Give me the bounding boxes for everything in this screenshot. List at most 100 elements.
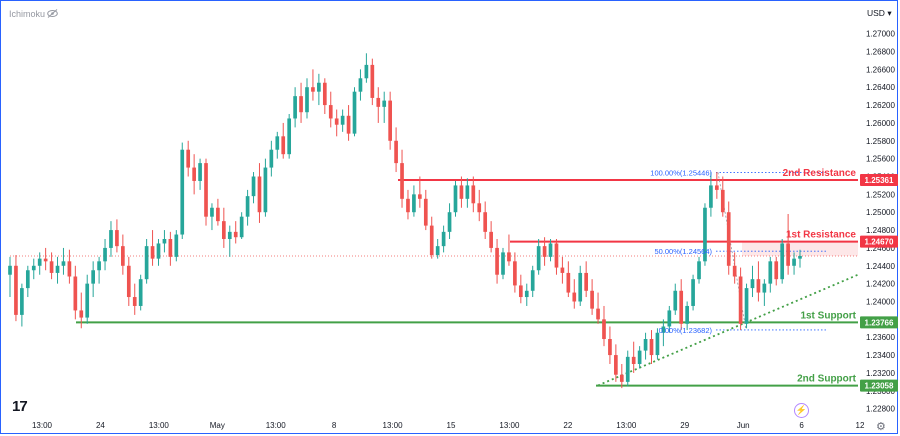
candle-body [572,292,577,302]
candle-body [750,279,755,289]
candle-body [423,198,428,226]
candle-body [489,231,493,248]
candle-body [328,105,333,119]
candle-body [109,230,113,248]
currency-selector[interactable]: USD ▾ [867,8,892,18]
support-resistance-levels [10,171,859,387]
candle-body [643,339,648,351]
candle-body [150,246,155,259]
candle-body [435,246,440,256]
candle-body [126,265,131,298]
candle-body [8,265,12,275]
candle-body [251,176,256,197]
candle-body [43,258,48,262]
candle-body [709,185,713,208]
candle-body [233,231,238,238]
resistance-label: 2nd Resistance [783,168,857,179]
price-tick-label: 1.26200 [866,101,895,110]
candle-body [412,194,416,213]
price-tick-label: 1.25000 [866,208,895,217]
candle-body [132,297,137,306]
candle-body [305,87,309,113]
candle-body [346,115,351,134]
price-tick-label: 1.27000 [866,30,895,39]
candle-body [364,64,369,79]
price-tick-label: 1.22800 [866,405,895,414]
candle-body [637,350,642,364]
price-box-label: 1.24670 [865,238,894,247]
candle-body [20,288,24,315]
candle-body [524,290,529,298]
candle-body [162,239,167,244]
candle-body [186,149,191,168]
candle-body [227,231,232,239]
indicator-label[interactable]: Ichimoku [9,9,46,19]
time-tick-label: 13:00 [499,421,520,430]
candle-body [507,252,511,262]
candle-body [275,136,280,150]
candle-body [394,140,398,164]
price-box [860,379,898,392]
candle-body [738,276,743,324]
candle-body [631,356,636,364]
candle-body [792,258,796,266]
candle-body [566,272,571,293]
candle-body [269,149,274,168]
price-tick-label: 1.26600 [866,65,895,74]
price-tick-label: 1.26000 [866,119,895,128]
time-tick-label: 13:00 [32,421,53,430]
candle-body [726,212,731,266]
price-tick-label: 1.24400 [866,262,895,271]
candle-body [376,97,381,107]
price-tick-label: 1.25600 [866,155,895,164]
candle-body [91,270,95,284]
price-box [860,235,898,248]
candle-body [138,279,143,306]
candle-body [513,261,517,286]
time-tick-label: 15 [447,421,456,430]
lightning-icon[interactable]: ⚡ [794,403,809,418]
price-box-label: 1.23766 [865,318,894,327]
candle-body [25,270,30,289]
candle-body [661,326,666,333]
candle-body [287,118,292,155]
candle-body [459,185,464,199]
candle-body [382,100,387,107]
candle-body [762,283,767,293]
candle-body [245,196,250,217]
candle-body [103,247,107,262]
time-tick-label: 13:00 [266,421,287,430]
candle-body [578,272,583,302]
time-tick-label: 24 [96,421,105,430]
candle-body [619,374,624,382]
candle-body [293,96,297,119]
tradingview-logo[interactable]: 17 [12,398,28,415]
time-tick-label: 13:00 [383,421,404,430]
candle-body [352,91,357,134]
candle-body [554,243,559,268]
price-tick-label: 1.26800 [866,48,895,57]
price-tick-label: 1.25200 [866,190,895,199]
candle-body [156,243,161,259]
candle-body [774,261,779,280]
price-tick-label: 1.26400 [866,83,895,92]
candle-body [518,285,523,298]
candle-body [584,272,589,291]
candle-body [311,87,315,92]
settings-gear-icon[interactable]: ⚙ [876,421,886,433]
price-tick-label: 1.23400 [866,351,895,360]
time-tick-label: 29 [680,421,689,430]
candle-body [144,246,149,280]
price-tick-label: 1.23200 [866,369,895,378]
time-tick-label: 13:00 [149,421,170,430]
visibility-eye-icon[interactable] [47,9,58,18]
candle-body [370,64,375,98]
candle-body [334,118,339,125]
candle-body [55,265,60,273]
candle-body [596,308,600,320]
candle-body [400,163,404,199]
candle-body [471,185,476,204]
candle-body [174,234,179,257]
